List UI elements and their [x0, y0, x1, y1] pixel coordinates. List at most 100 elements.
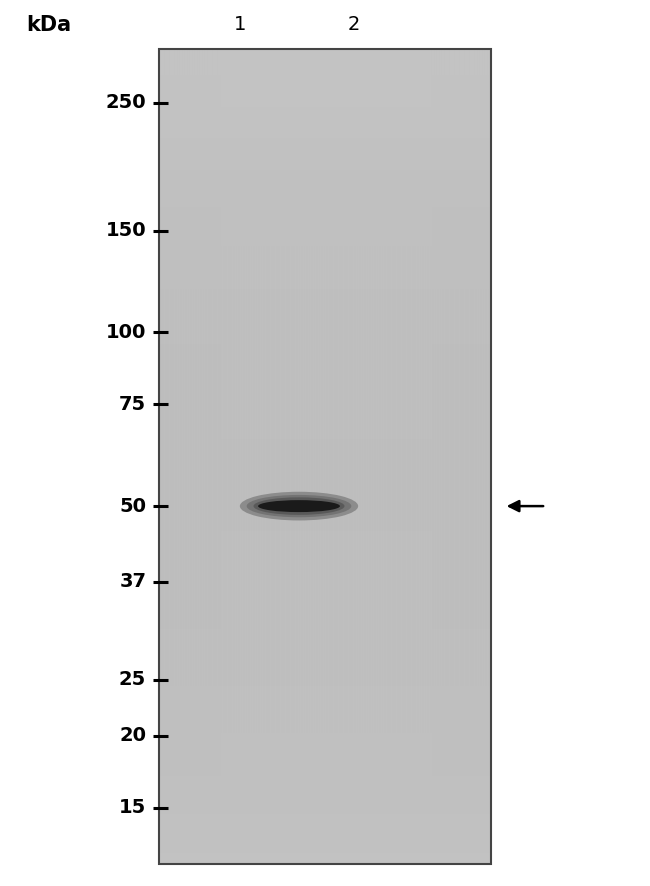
Bar [479, 49, 481, 864]
Bar [198, 49, 200, 864]
Bar [159, 150, 491, 153]
Bar [159, 66, 491, 70]
Bar [159, 260, 491, 263]
Bar [478, 49, 480, 864]
Bar [159, 159, 491, 161]
Bar [159, 211, 491, 214]
Bar [159, 124, 491, 127]
Bar [159, 305, 491, 308]
Bar [159, 348, 491, 351]
Text: 1: 1 [234, 15, 247, 35]
Bar [159, 356, 491, 359]
Bar [159, 695, 491, 697]
Bar [159, 350, 491, 353]
Bar [159, 800, 491, 804]
Bar [481, 49, 483, 864]
Bar [159, 107, 491, 111]
Bar [166, 49, 168, 864]
Bar [320, 49, 322, 864]
Bar [159, 372, 491, 376]
Bar [159, 618, 491, 622]
Bar [484, 49, 486, 864]
Bar [159, 338, 491, 340]
Bar [159, 604, 491, 608]
Bar [413, 49, 415, 864]
Bar [159, 610, 491, 614]
Bar [159, 441, 491, 445]
Bar [317, 49, 319, 864]
Bar [159, 252, 491, 255]
Bar [159, 557, 491, 561]
Bar [338, 49, 341, 864]
Bar [205, 49, 208, 864]
Bar [270, 49, 272, 864]
Bar [159, 665, 491, 669]
Bar [159, 83, 491, 86]
Bar [192, 49, 194, 864]
Bar [159, 85, 491, 88]
Bar [159, 323, 491, 326]
Bar [159, 229, 491, 233]
Bar [159, 563, 491, 567]
Bar [159, 411, 491, 414]
Bar [159, 278, 491, 282]
Bar [467, 49, 470, 864]
Bar [159, 223, 491, 227]
Bar [159, 474, 491, 478]
Bar [159, 654, 491, 657]
Bar [431, 49, 434, 864]
Bar [272, 49, 274, 864]
Bar [461, 49, 463, 864]
Bar [159, 727, 491, 730]
Bar [159, 617, 491, 620]
Bar [159, 804, 491, 807]
Bar [464, 49, 467, 864]
Bar [159, 391, 491, 393]
Bar [406, 49, 408, 864]
Bar [159, 625, 491, 628]
Bar [159, 366, 491, 369]
Bar [460, 49, 461, 864]
Bar [159, 309, 491, 312]
Bar [428, 49, 430, 864]
Bar [226, 49, 227, 864]
Bar [159, 609, 491, 611]
Bar [421, 49, 423, 864]
Bar [159, 287, 491, 290]
Bar [159, 270, 491, 274]
Bar [190, 49, 193, 864]
Bar [267, 49, 269, 864]
Bar [159, 639, 491, 642]
Bar [368, 49, 370, 864]
Bar [159, 827, 491, 829]
Bar [426, 49, 428, 864]
Bar [159, 113, 491, 116]
Bar [408, 49, 410, 864]
Bar [159, 93, 491, 96]
Bar [159, 421, 491, 424]
Bar [209, 49, 211, 864]
Bar [159, 394, 491, 398]
Bar [242, 49, 244, 864]
Bar [159, 377, 491, 379]
Bar [159, 425, 491, 428]
Bar [404, 49, 407, 864]
Bar [246, 49, 248, 864]
Bar [159, 476, 491, 479]
Bar [298, 49, 301, 864]
Bar [159, 354, 491, 357]
Bar [159, 578, 491, 581]
Bar [235, 49, 238, 864]
Bar [159, 491, 491, 494]
Bar [159, 160, 491, 163]
Bar [342, 49, 344, 864]
Bar [159, 502, 491, 506]
Bar [159, 207, 491, 210]
Bar [388, 49, 390, 864]
Bar [159, 792, 491, 795]
Bar [159, 407, 491, 410]
Bar [386, 49, 389, 864]
Bar [159, 482, 491, 486]
Bar [353, 49, 356, 864]
Bar [216, 49, 218, 864]
